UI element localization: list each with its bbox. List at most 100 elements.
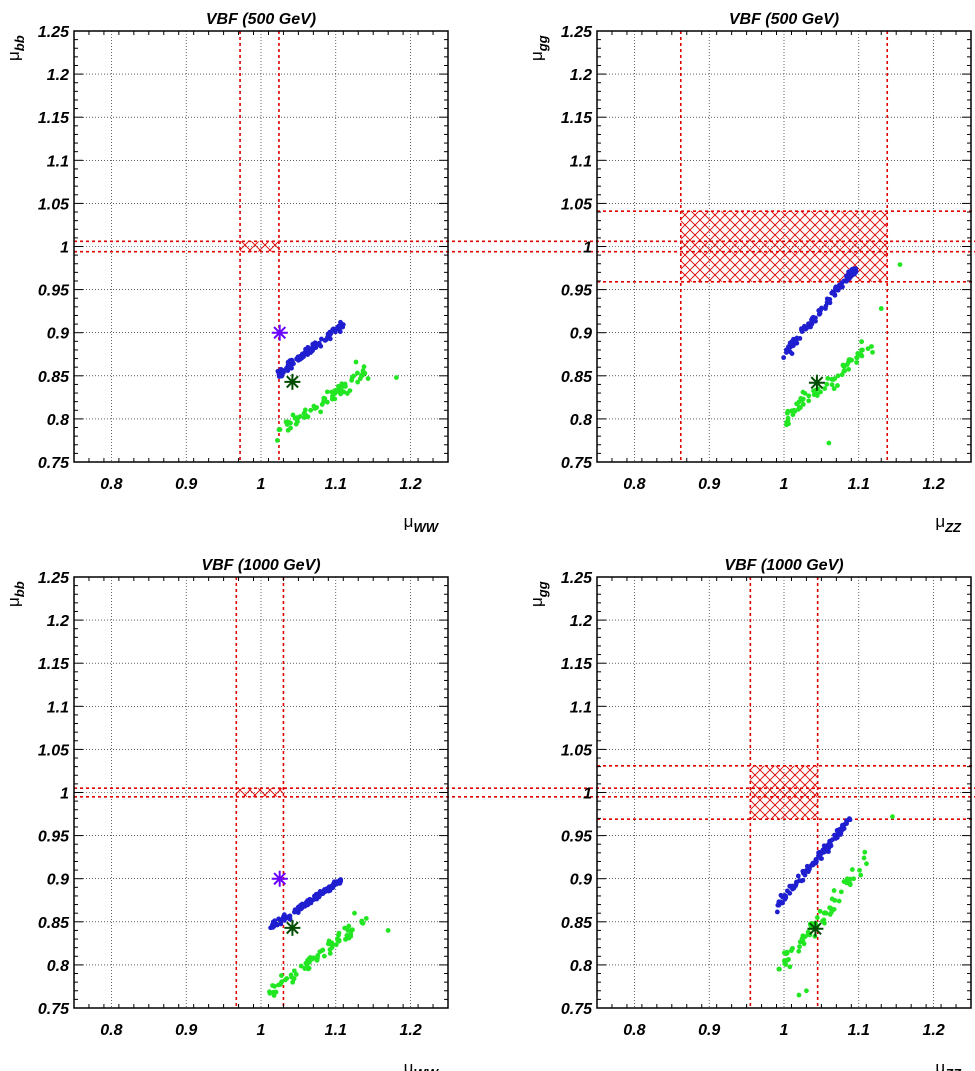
star-stroke [273,326,287,340]
x-tick-label: 0.8 [100,1022,122,1039]
data-point-green [851,876,857,882]
data-point-green [817,908,823,914]
data-point-green [806,393,812,399]
data-point-blue [337,329,343,335]
x-axis-label-subscript: ZZ [944,520,962,535]
data-point-blue [840,822,845,828]
data-point-blue [317,342,322,347]
data-point-blue [851,271,856,277]
data-point-green [291,968,297,974]
data-point-green [861,855,867,861]
data-point-green [333,942,339,948]
data-point-green [844,880,850,886]
data-point-green [776,966,782,972]
star-stroke [286,921,299,935]
data-point-green [790,412,796,418]
data-point-green [858,352,864,358]
y-tick-label: 1 [583,240,592,257]
data-point-green [343,936,348,942]
data-point-blue [821,843,827,849]
data-point-green [336,938,342,944]
data-point-blue [281,912,287,918]
data-point-green [308,407,314,413]
data-point-green [343,384,348,389]
data-point-blue [300,353,306,359]
data-point-green [352,910,357,916]
data-point-blue [788,341,794,347]
y-tick-label: 1.25 [38,570,70,587]
y-tick-label: 0.9 [47,326,69,343]
data-point-blue [816,308,822,313]
y-tick-label: 1.1 [570,699,592,716]
data-point-blue [774,909,780,915]
data-point-blue [282,915,288,921]
data-point-blue [279,373,285,379]
data-point-green [785,408,791,414]
data-point-blue [311,893,317,899]
y-tick-label: 1.15 [38,110,70,127]
data-point-green [831,386,837,392]
data-point-blue [334,881,340,887]
data-point-green [824,381,830,387]
data-point-blue [781,355,787,361]
data-point-blue [820,848,825,854]
y-axis-label: μgg [527,35,550,61]
data-point-blue [795,873,801,879]
y-tick-label: 1.15 [561,656,593,673]
data-point-green [791,407,797,413]
data-point-green [279,973,284,978]
data-point-blue [814,859,819,864]
data-point-green [351,373,356,379]
x-tick-label: 0.9 [698,476,720,493]
data-point-green [275,437,280,443]
data-point-green [812,391,818,397]
y-tick-label: 1.25 [561,570,593,587]
data-point-green [854,355,860,361]
panel-3: 0.8 0.9 1 1.1 1.2 0.75 0.8 0.85 0.9 0.95 1 1.05 1.1 1… [4,557,975,1071]
data-point-green [285,419,291,425]
data-point-blue [807,866,812,872]
data-point-green [829,382,835,388]
data-point-green [307,959,312,965]
data-point-green [347,388,353,394]
x-axis-label-subscript: WW [413,1066,439,1071]
x-tick-label: 1.1 [848,1022,870,1039]
data-point-green [365,376,371,381]
constraint-region [750,765,818,820]
data-point-green [785,415,791,421]
data-point-green [835,373,841,379]
data-point-green [292,415,298,421]
y-tick-label: 0.9 [47,872,69,889]
data-point-green [814,915,820,920]
data-point-green [385,928,391,933]
data-point-green [783,958,789,964]
x-tick-label: 1 [780,1022,789,1039]
x-tick-label: 0.8 [623,1022,645,1039]
data-point-green [293,972,299,977]
data-point-green [890,814,895,820]
data-point-blue [317,889,323,894]
data-point-blue [799,329,805,334]
data-point-green [297,414,303,419]
y-tick-label: 1.15 [38,656,70,673]
data-point-green [363,916,369,921]
data-point-green [862,849,868,855]
y-tick-label: 0.75 [561,1001,593,1018]
data-point-blue [328,329,333,335]
chart-title: VBF (500 GeV) [206,11,316,28]
panel-4: 0.8 0.9 1 1.1 1.2 0.75 0.8 0.85 0.9 0.95 1 1.05 1.1 1… [527,557,975,1071]
data-point-blue [848,267,854,273]
data-point-green [865,346,871,352]
y-tick-label: 0.95 [38,829,70,846]
y-axis-label-subscript: bb [12,35,27,51]
data-point-green [346,923,352,929]
y-tick-label: 0.85 [38,915,70,932]
data-point-blue [789,885,795,891]
panel-1: 0.8 0.9 1 1.1 1.2 0.75 0.8 0.85 0.9 0.95 1 1.05 1.1 1… [4,11,975,535]
y-tick-label: 1.15 [561,110,593,127]
data-point-green [336,383,341,389]
data-point-blue [274,922,280,928]
data-point-green [804,988,809,994]
data-point-blue [806,321,812,327]
data-point-blue [322,338,328,343]
